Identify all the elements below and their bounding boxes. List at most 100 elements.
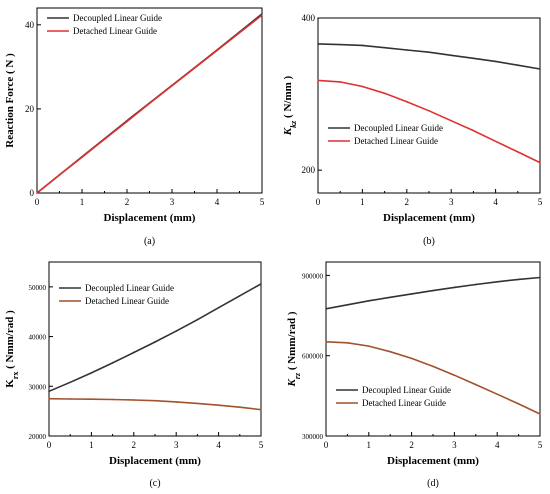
data-point — [453, 286, 456, 289]
data-point — [154, 341, 156, 343]
y-tick-label: 600000 — [302, 353, 324, 361]
x-tick-label: 0 — [324, 440, 329, 450]
data-point — [317, 43, 319, 45]
data-point — [496, 393, 499, 396]
data-point — [383, 92, 386, 95]
data-point — [239, 406, 241, 408]
data-point — [496, 281, 499, 283]
data-point — [196, 318, 199, 321]
subfigure-caption: (d) — [427, 478, 439, 489]
data-point — [428, 51, 430, 54]
subfigure-caption: (b) — [423, 236, 435, 247]
series-line-2 — [317, 79, 541, 164]
data-point — [325, 340, 327, 343]
x-tick-label: 0 — [35, 197, 40, 207]
data-point — [126, 120, 128, 123]
data-point — [410, 293, 413, 295]
y-tick-label: 50000 — [29, 284, 47, 292]
x-tick-label: 2 — [125, 197, 130, 207]
data-point — [69, 398, 71, 400]
x-tick-label: 5 — [259, 440, 264, 450]
chart-4: 0 1 2 3 4 5 300000 600000 900000 Decoupled Linear… — [286, 261, 543, 489]
data-point — [428, 110, 430, 112]
data-point — [260, 283, 262, 285]
data-point — [368, 300, 370, 302]
data-point — [193, 67, 196, 69]
x-tick-label: 5 — [538, 440, 543, 450]
subfigure-caption: (c) — [149, 478, 160, 489]
x-tick-label: 1 — [367, 440, 372, 450]
subfigure-caption: (a) — [144, 236, 155, 247]
data-point — [196, 402, 199, 405]
data-point — [261, 13, 263, 15]
y-axis-title: Kkz ( N/mm ) — [282, 75, 298, 136]
data-point — [475, 383, 477, 386]
legend-label: Detached Linear Guide — [362, 398, 446, 408]
data-point — [239, 295, 241, 297]
data-point — [361, 44, 364, 47]
x-tick-label: 0 — [316, 197, 321, 207]
data-point — [217, 306, 220, 309]
data-point — [90, 372, 93, 374]
legend-label: Decoupled Linear Guide — [362, 385, 451, 395]
data-point — [317, 79, 319, 82]
x-axis-title: Displacement (mm) — [387, 455, 479, 467]
data-point — [90, 398, 93, 401]
data-point — [48, 397, 50, 400]
series-line-1 — [317, 43, 541, 70]
data-point — [383, 46, 386, 49]
data-point — [133, 351, 135, 354]
y-tick-label: 40000 — [29, 334, 47, 342]
series-line-1 — [325, 276, 541, 310]
data-point — [36, 192, 38, 194]
y-tick-label: 20000 — [29, 433, 47, 441]
data-point — [494, 60, 497, 63]
data-point — [389, 296, 392, 299]
x-tick-label: 0 — [47, 440, 52, 450]
x-axis-title: Displacement (mm) — [109, 455, 201, 467]
data-point — [475, 283, 477, 286]
data-point — [539, 161, 541, 164]
x-tick-label: 2 — [409, 440, 414, 450]
x-tick-label: 4 — [216, 440, 221, 450]
x-tick-label: 4 — [495, 440, 500, 450]
data-point — [217, 404, 220, 406]
data-point — [69, 381, 71, 384]
data-point — [103, 138, 106, 140]
data-point — [453, 374, 456, 377]
data-point — [346, 342, 349, 344]
data-point — [81, 156, 83, 159]
data-point — [148, 102, 151, 105]
y-tick-label: 400 — [302, 13, 316, 23]
x-tick-label: 5 — [260, 197, 265, 207]
y-tick-label: 40 — [25, 20, 35, 30]
y-tick-label: 300000 — [302, 433, 324, 441]
data-point — [406, 49, 408, 51]
data-point — [238, 32, 241, 34]
x-tick-label: 1 — [89, 440, 94, 450]
y-tick-label: 200 — [302, 165, 316, 175]
x-axis-title: Displacement (mm) — [104, 212, 196, 224]
data-point — [325, 308, 327, 310]
x-tick-label: 3 — [452, 440, 457, 450]
x-tick-label: 4 — [493, 197, 498, 207]
data-point — [339, 81, 342, 83]
y-tick-label: 900000 — [302, 272, 324, 280]
data-point — [517, 278, 520, 281]
x-tick-label: 2 — [405, 197, 410, 207]
data-point — [539, 413, 541, 415]
chart-1: 0 1 2 3 4 5 0 20 40 Decoupled Linear Guide Detache… — [4, 7, 265, 247]
y-axis-title: Krz ( Nmm/rad ) — [286, 311, 302, 387]
data-point — [260, 408, 262, 411]
legend-label: Detached Linear Guide — [354, 136, 438, 146]
data-point — [346, 304, 349, 306]
data-point — [111, 398, 114, 401]
data-point — [261, 14, 263, 16]
data-point — [339, 43, 342, 46]
x-tick-label: 5 — [538, 197, 543, 207]
x-tick-label: 3 — [174, 440, 179, 450]
x-tick-label: 3 — [449, 197, 454, 207]
y-axis-title: Reaction Force ( N ) — [4, 53, 16, 148]
data-point — [410, 357, 413, 360]
